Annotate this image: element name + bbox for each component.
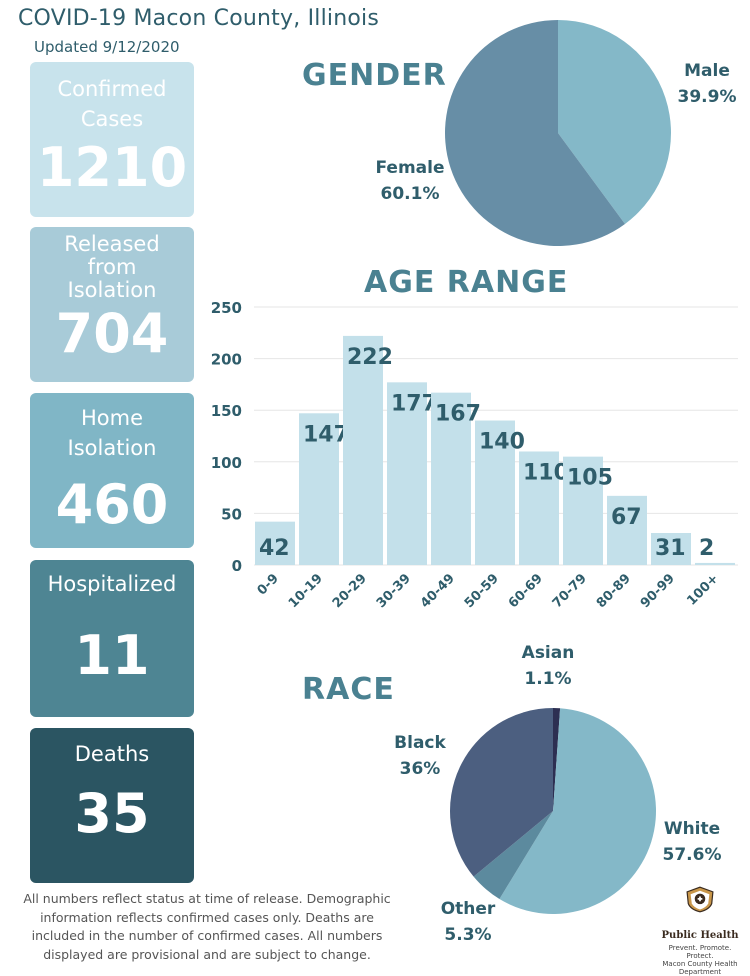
- x-tick-100+: 100+: [684, 571, 721, 608]
- bar-value-70-79: 105: [567, 466, 613, 491]
- y-tick-50: 50: [221, 505, 242, 523]
- bar-50-59: [475, 420, 515, 565]
- bar-80-89: [607, 495, 647, 565]
- x-tick-80-89: 80-89: [594, 571, 634, 611]
- gender-label-male: Male 39.9%: [670, 58, 744, 110]
- bar-value-60-69: 110: [523, 460, 569, 485]
- logo-tagline-dept: Prevent. Promote. Protect. Macon County …: [655, 944, 745, 976]
- released-card: Released from Isolation 704: [30, 227, 194, 382]
- y-tick-250: 250: [211, 299, 242, 317]
- race-label-black: Black 36%: [382, 730, 458, 782]
- x-tick-10-19: 10-19: [286, 571, 326, 611]
- race-black-name: Black: [394, 733, 446, 753]
- released-label: Released from Isolation: [64, 232, 160, 302]
- race-label-other: Other 5.3%: [430, 896, 506, 948]
- bar-value-10-19: 147: [303, 422, 349, 447]
- confirmed-cases-label: Confirmed Cases: [57, 77, 167, 131]
- deaths-label: Deaths: [74, 742, 150, 766]
- y-tick-100: 100: [211, 454, 242, 472]
- race-label-white: White 57.6%: [654, 816, 730, 868]
- confirmed-cases-value: 1210: [36, 136, 188, 199]
- race-label-asian: Asian 1.1%: [510, 640, 586, 692]
- race-asian-pct: 1.1%: [524, 669, 572, 689]
- hospitalized-label: Hospitalized: [47, 572, 177, 596]
- x-tick-70-79: 70-79: [550, 571, 590, 611]
- updated-date: Updated 9/12/2020: [34, 38, 180, 56]
- bar-100+: [695, 562, 735, 565]
- bar-value-30-39: 177: [391, 391, 437, 416]
- home-isolation-value: 460: [55, 473, 169, 536]
- bar-30-39: [387, 382, 427, 565]
- home-isolation-card: Home Isolation 460: [30, 393, 194, 548]
- race-white-pct: 57.6%: [662, 845, 722, 865]
- confirmed-cases-card: Confirmed Cases 1210: [30, 62, 194, 217]
- x-tick-50-59: 50-59: [462, 571, 502, 611]
- bar-value-80-89: 67: [611, 505, 642, 530]
- y-tick-150: 150: [211, 402, 242, 420]
- bar-90-99: [651, 533, 691, 565]
- hospitalized-card: Hospitalized 11: [30, 560, 194, 717]
- bar-60-69: [519, 451, 559, 565]
- race-title: RACE: [302, 672, 395, 707]
- page-title: COVID-19 Macon County, Illinois: [18, 6, 379, 31]
- logo-name: Public Health: [661, 930, 739, 941]
- bar-value-90-99: 31: [655, 536, 686, 561]
- race-other-name: Other: [440, 899, 496, 919]
- race-pie-slice-black: [449, 708, 553, 877]
- logo-dept: Macon County Health Department: [662, 960, 738, 976]
- bar-value-20-29: 222: [347, 345, 393, 370]
- gender-male-pct: 39.9%: [677, 87, 737, 107]
- gender-female-pct: 60.1%: [380, 184, 440, 204]
- race-black-pct: 36%: [399, 759, 441, 779]
- gender-male-name: Male: [684, 61, 730, 81]
- y-tick-0: 0: [232, 557, 242, 575]
- home-isolation-label: Home Isolation: [67, 406, 157, 460]
- bar-value-40-49: 167: [435, 402, 481, 427]
- x-tick-0-9: 0-9: [255, 571, 282, 598]
- released-value: 704: [55, 302, 169, 365]
- gender-pie-slice-male: [558, 20, 671, 224]
- y-tick-200: 200: [211, 351, 242, 369]
- gender-pie-slice-female: [444, 20, 625, 246]
- race-asian-name: Asian: [521, 643, 575, 663]
- gender-title: GENDER: [302, 58, 447, 93]
- bar-value-100+: 2: [699, 536, 714, 561]
- race-pie-slice-asian: [553, 708, 561, 811]
- race-other-pct: 5.3%: [444, 925, 492, 945]
- x-tick-90-99: 90-99: [638, 571, 678, 611]
- bar-0-9: [255, 521, 295, 565]
- race-pie-slice-white: [499, 708, 656, 914]
- age-range-title: AGE RANGE: [364, 265, 569, 300]
- deaths-card: Deaths 35: [30, 728, 194, 883]
- footnote: All numbers reflect status at time of re…: [23, 891, 391, 962]
- logo-tagline: Prevent. Promote. Protect.: [668, 944, 732, 960]
- public-health-shield-icon: [686, 886, 714, 913]
- bar-70-79: [563, 456, 603, 565]
- x-tick-40-49: 40-49: [418, 571, 458, 611]
- bar-value-0-9: 42: [259, 536, 290, 561]
- bar-20-29: [343, 335, 383, 565]
- bar-10-19: [299, 413, 339, 565]
- gender-female-name: Female: [375, 158, 445, 178]
- bar-value-50-59: 140: [479, 430, 525, 455]
- hospitalized-value: 11: [74, 624, 150, 687]
- x-tick-60-69: 60-69: [506, 571, 546, 611]
- race-white-name: White: [663, 819, 721, 839]
- x-tick-20-29: 20-29: [330, 571, 370, 611]
- race-pie-slice-other: [473, 811, 553, 899]
- x-tick-30-39: 30-39: [374, 571, 414, 611]
- gender-label-female: Female 60.1%: [370, 155, 450, 207]
- deaths-value: 35: [74, 782, 150, 845]
- bar-40-49: [431, 392, 471, 565]
